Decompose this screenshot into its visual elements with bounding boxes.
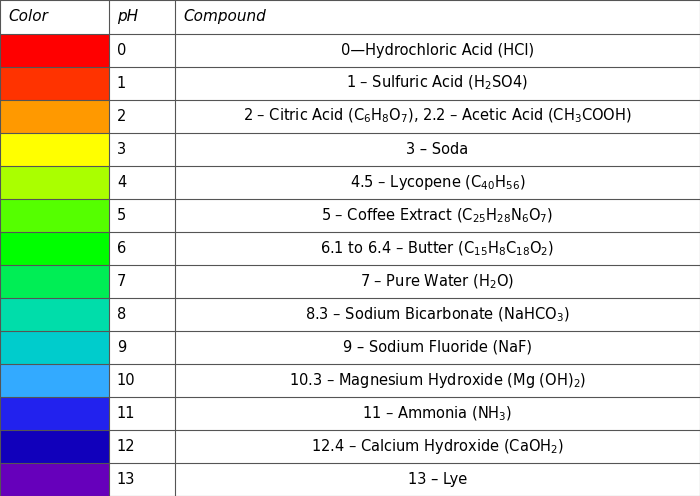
Text: 7: 7 — [117, 274, 126, 289]
Bar — [175, 100, 700, 133]
Bar — [175, 331, 700, 364]
Text: 3 – Soda: 3 – Soda — [407, 142, 468, 157]
Bar — [108, 430, 175, 463]
Text: 11: 11 — [117, 406, 135, 421]
Bar — [108, 232, 175, 265]
Bar — [108, 199, 175, 232]
Text: 9: 9 — [117, 340, 126, 355]
Bar — [175, 133, 700, 166]
Bar — [0, 331, 108, 364]
Bar — [0, 265, 108, 298]
Text: 5: 5 — [117, 208, 126, 223]
Bar — [108, 67, 175, 100]
Text: 6.1 to 6.4 – Butter (C$_{15}$H$_8$C$_{18}$O$_2$): 6.1 to 6.4 – Butter (C$_{15}$H$_8$C$_{18… — [321, 239, 554, 257]
Bar — [108, 133, 175, 166]
Bar — [108, 166, 175, 199]
Bar — [0, 298, 108, 331]
Text: Color: Color — [8, 9, 48, 24]
Bar — [108, 34, 175, 67]
Bar — [0, 34, 108, 67]
Text: 8.3 – Sodium Bicarbonate (NaHCO$_3$): 8.3 – Sodium Bicarbonate (NaHCO$_3$) — [305, 305, 570, 323]
Text: 12.4 – Calcium Hydroxide (CaOH$_2$): 12.4 – Calcium Hydroxide (CaOH$_2$) — [311, 437, 564, 456]
Text: 12: 12 — [117, 439, 136, 454]
Text: 1: 1 — [117, 76, 126, 91]
Text: 0: 0 — [117, 43, 126, 58]
Bar — [0, 463, 108, 496]
Bar — [108, 397, 175, 430]
Bar — [175, 298, 700, 331]
Text: 4: 4 — [117, 175, 126, 190]
Bar — [175, 232, 700, 265]
Text: 0—Hydrochloric Acid (HCl): 0—Hydrochloric Acid (HCl) — [341, 43, 534, 58]
Bar — [0, 166, 108, 199]
Text: 6: 6 — [117, 241, 126, 256]
Bar — [175, 199, 700, 232]
Text: 13 – Lye: 13 – Lye — [408, 472, 467, 487]
Text: 10.3 – Magnesium Hydroxide (Mg (OH)$_2$): 10.3 – Magnesium Hydroxide (Mg (OH)$_2$) — [289, 371, 586, 390]
Bar — [108, 265, 175, 298]
Bar — [175, 166, 700, 199]
Bar — [0, 364, 108, 397]
Bar — [175, 34, 700, 67]
Bar — [175, 430, 700, 463]
Bar — [0, 430, 108, 463]
Text: 4.5 – Lycopene (C$_{40}$H$_{56}$): 4.5 – Lycopene (C$_{40}$H$_{56}$) — [350, 173, 525, 192]
Bar — [108, 364, 175, 397]
Bar — [0, 67, 108, 100]
Bar — [175, 397, 700, 430]
Text: 11 – Ammonia (NH$_3$): 11 – Ammonia (NH$_3$) — [363, 404, 512, 423]
Bar — [108, 100, 175, 133]
Text: 9 – Sodium Fluoride (NaF): 9 – Sodium Fluoride (NaF) — [343, 340, 532, 355]
Text: 8: 8 — [117, 307, 126, 322]
Bar — [0, 0, 700, 34]
Text: 10: 10 — [117, 373, 136, 388]
Bar — [0, 133, 108, 166]
Bar — [175, 265, 700, 298]
Bar — [0, 199, 108, 232]
Bar — [175, 463, 700, 496]
Text: 3: 3 — [117, 142, 126, 157]
Text: 5 – Coffee Extract (C$_{25}$H$_{28}$N$_6$O$_7$): 5 – Coffee Extract (C$_{25}$H$_{28}$N$_6… — [321, 206, 554, 225]
Bar — [108, 331, 175, 364]
Text: 1 – Sulfuric Acid (H$_2$SO4): 1 – Sulfuric Acid (H$_2$SO4) — [346, 74, 528, 92]
Bar — [0, 397, 108, 430]
Bar — [0, 100, 108, 133]
Text: 2 – Citric Acid (C$_6$H$_8$O$_7$), 2.2 – Acetic Acid (CH$_3$COOH): 2 – Citric Acid (C$_6$H$_8$O$_7$), 2.2 –… — [243, 107, 632, 125]
Text: 7 – Pure Water (H$_2$O): 7 – Pure Water (H$_2$O) — [360, 272, 514, 291]
Text: pH: pH — [117, 9, 138, 24]
Bar — [108, 298, 175, 331]
Text: 2: 2 — [117, 109, 126, 124]
Text: 13: 13 — [117, 472, 135, 487]
Bar — [175, 67, 700, 100]
Text: Compound: Compound — [183, 9, 266, 24]
Bar — [0, 232, 108, 265]
Bar — [108, 463, 175, 496]
Bar — [175, 364, 700, 397]
